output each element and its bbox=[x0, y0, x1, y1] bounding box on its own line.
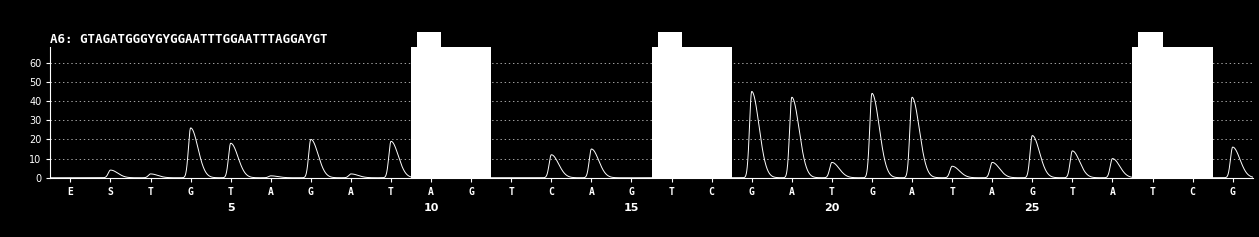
Bar bbox=[1132, 47, 1212, 178]
Text: 25: 25 bbox=[1025, 203, 1040, 213]
Text: 10: 10 bbox=[423, 203, 439, 213]
Bar bbox=[657, 32, 681, 47]
Text: 20: 20 bbox=[825, 203, 840, 213]
Bar bbox=[410, 47, 491, 178]
Text: 5: 5 bbox=[227, 203, 234, 213]
Bar bbox=[1138, 32, 1162, 47]
Bar bbox=[652, 47, 731, 178]
Text: A6: GTAGATGGGYGYGGAATTTGGAATTTAGGAYGT: A6: GTAGATGGGYGYGGAATTTGGAATTTAGGAYGT bbox=[50, 33, 327, 46]
Bar bbox=[417, 32, 441, 47]
Text: 15: 15 bbox=[623, 203, 640, 213]
